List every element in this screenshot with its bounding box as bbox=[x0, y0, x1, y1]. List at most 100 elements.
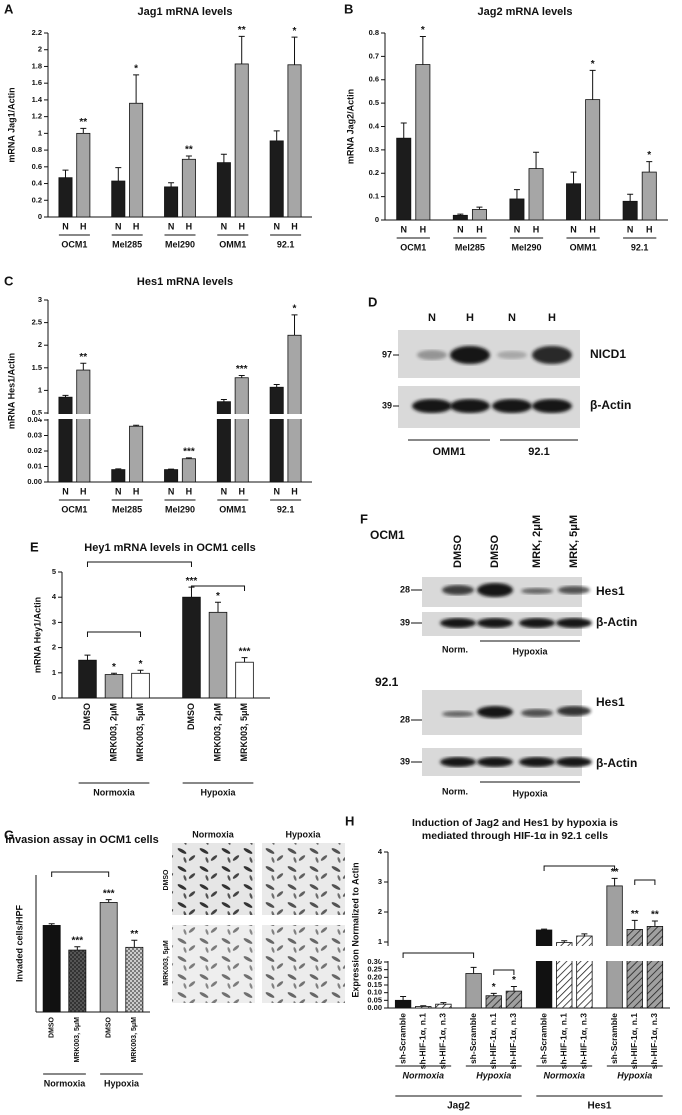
significance: *** bbox=[130, 414, 142, 425]
significance: * bbox=[139, 659, 143, 670]
bar bbox=[76, 369, 91, 483]
y-tick-label: 1 bbox=[52, 668, 56, 677]
lane-label: DMSO bbox=[452, 535, 464, 568]
marker-label: 28 bbox=[400, 714, 410, 724]
y-tick-label: 0.30 bbox=[367, 957, 382, 966]
error-bar bbox=[581, 933, 588, 936]
bar-label: N bbox=[570, 224, 577, 234]
category-label: OMM1 bbox=[570, 242, 597, 252]
bar bbox=[129, 102, 144, 218]
bar bbox=[58, 396, 73, 483]
bar-label: sh-HIF-1α, n.3 bbox=[438, 1013, 448, 1070]
bar bbox=[622, 200, 638, 221]
y-tick-label: 0.8 bbox=[32, 145, 42, 154]
band bbox=[440, 618, 476, 628]
band bbox=[477, 618, 513, 628]
band bbox=[477, 757, 513, 767]
bar bbox=[78, 659, 97, 699]
y-tick-label: 0.6 bbox=[369, 75, 379, 84]
bar-label: H bbox=[238, 486, 245, 496]
bar-label: N bbox=[168, 221, 175, 231]
error-bar bbox=[627, 193, 634, 202]
significance: * bbox=[216, 591, 220, 602]
error-bar bbox=[646, 161, 653, 173]
bar bbox=[287, 64, 302, 218]
y-tick-label: 1 bbox=[378, 937, 382, 946]
band bbox=[532, 346, 572, 364]
bar bbox=[465, 973, 482, 1009]
bar-label: H bbox=[133, 486, 140, 496]
lane-label: DMSO bbox=[489, 535, 501, 568]
band bbox=[532, 399, 572, 413]
error-bar bbox=[80, 127, 87, 134]
significance: ** bbox=[651, 910, 659, 921]
bar-label: sh-Scramble bbox=[609, 1013, 619, 1064]
bar-label: N bbox=[627, 224, 634, 234]
bar-label: DMSO bbox=[186, 703, 196, 730]
bar-label: sh-HIF-1α, n.1 bbox=[629, 1013, 639, 1070]
condition-label: Norm. bbox=[442, 644, 468, 654]
bar-label: H bbox=[476, 224, 483, 234]
significance: * bbox=[134, 63, 138, 74]
category-label: OCM1 bbox=[400, 242, 426, 252]
band bbox=[519, 757, 555, 767]
bar bbox=[182, 596, 201, 699]
bar-label: DMSO bbox=[82, 703, 92, 730]
bar-label: N bbox=[221, 486, 228, 496]
error-bar bbox=[133, 424, 140, 427]
error-bar bbox=[291, 36, 298, 65]
band bbox=[412, 399, 452, 413]
category-label: Normoxia bbox=[44, 1078, 87, 1088]
bar bbox=[129, 425, 144, 483]
error-bar bbox=[238, 374, 245, 378]
error-bar bbox=[115, 468, 122, 470]
bar bbox=[181, 458, 196, 483]
row-label: β-Actin bbox=[590, 398, 631, 412]
bar-label: H bbox=[291, 221, 298, 231]
bar bbox=[287, 334, 302, 483]
lane-label: H bbox=[548, 312, 556, 324]
y-tick-label: 1.4 bbox=[32, 95, 43, 104]
significance: *** bbox=[186, 576, 198, 587]
panel-letter: G bbox=[4, 827, 14, 842]
cell-line: 92.1 bbox=[375, 675, 399, 689]
bar bbox=[208, 611, 228, 699]
y-tick-label: 0.02 bbox=[27, 446, 42, 455]
error-bar bbox=[215, 601, 221, 613]
bar-label: H bbox=[646, 224, 653, 234]
error-bar bbox=[273, 384, 280, 388]
marker-label: 39 bbox=[400, 617, 410, 627]
error-bar bbox=[419, 36, 426, 65]
significance: ** bbox=[79, 352, 87, 363]
row-label: NICD1 bbox=[590, 347, 626, 361]
y-axis-label: mRNA Jag2/Actin bbox=[345, 89, 355, 164]
marker-label: 39 bbox=[382, 400, 392, 410]
category-label: Hypoxia bbox=[617, 1070, 652, 1080]
band bbox=[556, 618, 592, 628]
error-bar bbox=[62, 169, 69, 178]
y-tick-label: 0.6 bbox=[32, 162, 42, 171]
bar-label: MRK003, 5μM bbox=[239, 703, 249, 762]
row-label: Hes1 bbox=[596, 584, 625, 598]
bar bbox=[452, 214, 468, 221]
bar-label: sh-Scramble bbox=[468, 1013, 478, 1064]
bar-label: sh-Scramble bbox=[397, 1013, 407, 1064]
bar-label: sh-HIF-1α, n.3 bbox=[508, 1013, 518, 1070]
bar-label: DMSO bbox=[49, 1016, 56, 1038]
error-bar bbox=[48, 923, 55, 926]
lane-label: MRK, 2μM bbox=[531, 515, 543, 568]
lane-label: H bbox=[466, 312, 474, 324]
row-label: Hes1 bbox=[596, 695, 625, 709]
bracket bbox=[51, 871, 110, 877]
error-bar bbox=[533, 151, 540, 169]
condition-label: Norm. bbox=[442, 786, 468, 796]
micrograph bbox=[172, 843, 255, 915]
significance: *** bbox=[71, 935, 83, 946]
category-label: 92.1 bbox=[277, 239, 295, 249]
bar-label: N bbox=[62, 486, 69, 496]
y-tick-label: 1.5 bbox=[32, 363, 42, 372]
bar-label: N bbox=[115, 486, 122, 496]
group-label: OMM1 bbox=[433, 446, 466, 458]
bracket bbox=[543, 865, 616, 871]
bar bbox=[104, 674, 124, 699]
